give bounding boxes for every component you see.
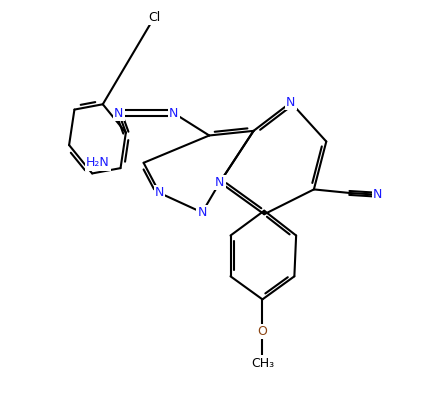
Text: N: N <box>373 188 382 201</box>
Text: N: N <box>169 107 179 119</box>
Text: N: N <box>215 176 225 189</box>
Text: N: N <box>114 107 124 119</box>
Text: CH₃: CH₃ <box>251 357 274 370</box>
Text: H₂N: H₂N <box>86 156 110 169</box>
Text: O: O <box>257 325 268 338</box>
Text: N: N <box>197 206 207 219</box>
Text: N: N <box>286 96 295 109</box>
Text: N: N <box>155 186 164 200</box>
Text: Cl: Cl <box>148 11 160 24</box>
